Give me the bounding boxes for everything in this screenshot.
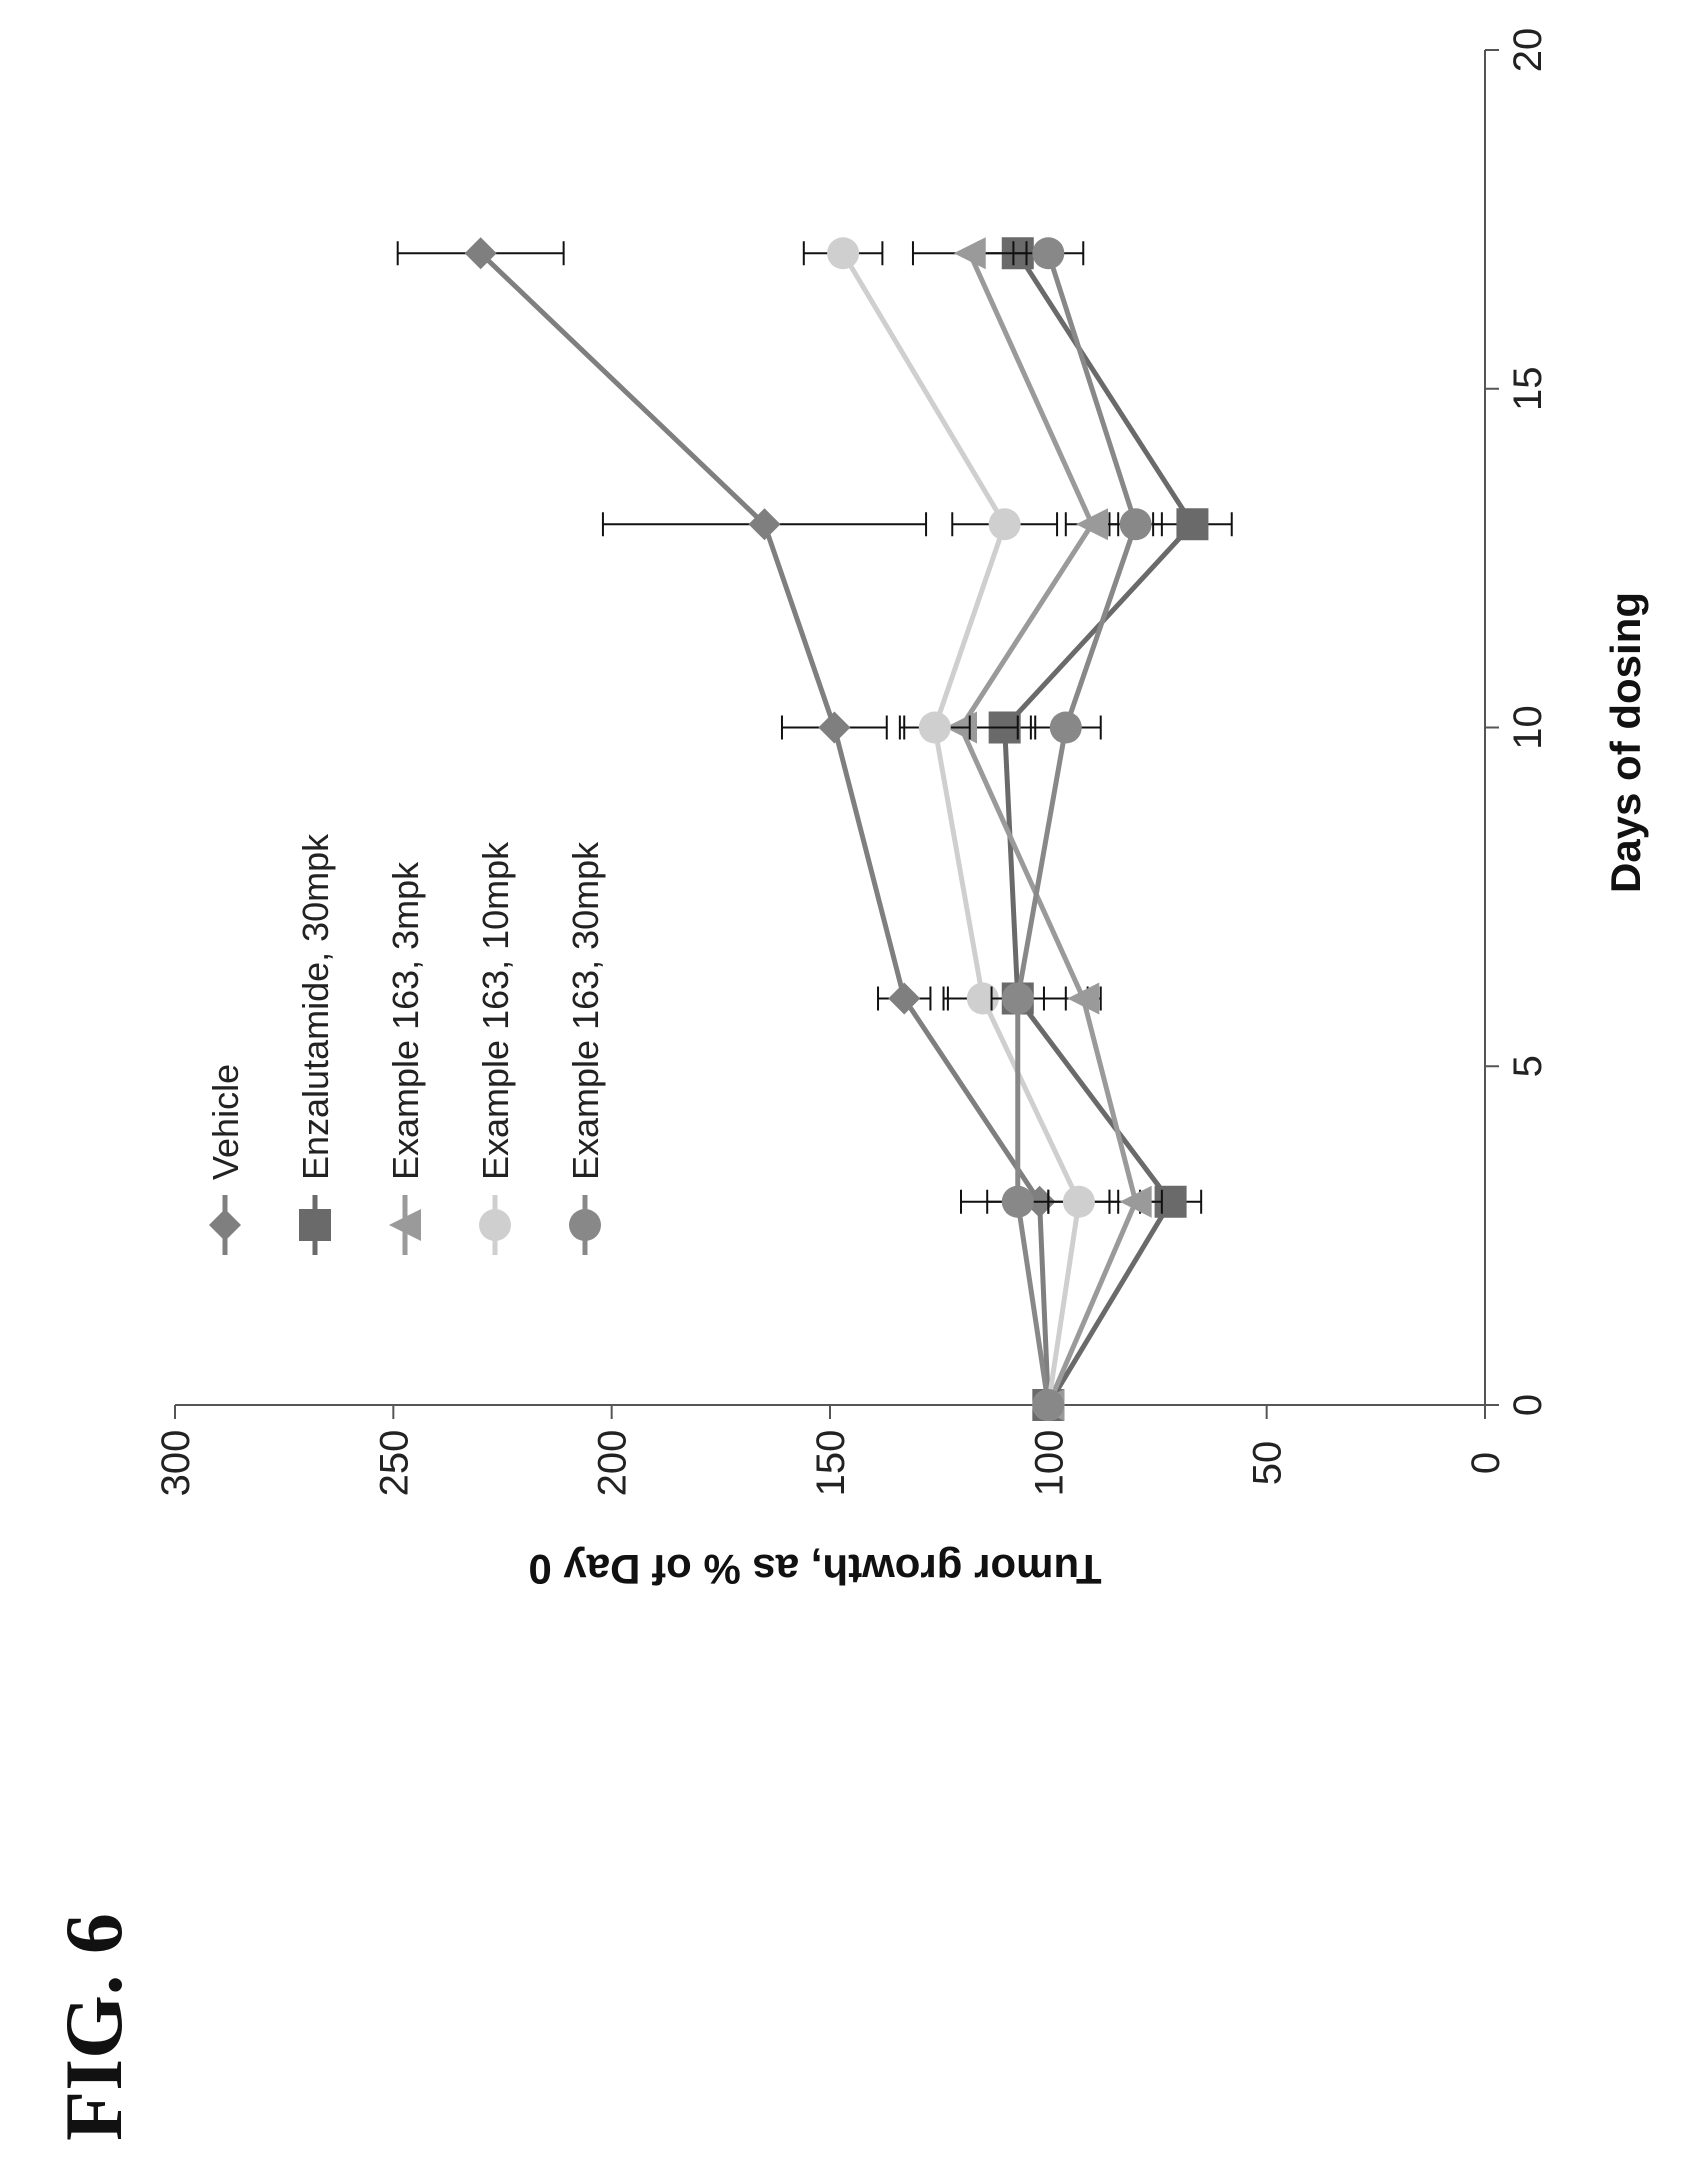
y-tick-label: 250 [372, 1430, 416, 1497]
legend-marker [299, 1209, 331, 1241]
data-point [1032, 237, 1065, 270]
data-point [1176, 508, 1209, 541]
legend-marker [209, 1209, 241, 1241]
series-line [840, 251, 1082, 1406]
data-point [1067, 982, 1100, 1015]
data-point [464, 237, 497, 270]
legend-label: Example 163, 30mpk [565, 841, 606, 1180]
y-tick-label: 0 [1464, 1452, 1508, 1474]
data-point [1119, 1185, 1152, 1218]
data-point [888, 982, 921, 1015]
data-point [953, 237, 986, 270]
legend-marker [569, 1209, 601, 1241]
x-tick-label: 20 [1506, 28, 1550, 73]
series-line [478, 251, 1051, 1406]
legend-label: Enzalutamide, 30mpk [295, 833, 336, 1180]
y-tick-label: 50 [1246, 1441, 1290, 1486]
data-point [1032, 1389, 1065, 1421]
series-line [958, 252, 1139, 1406]
y-tick-label: 200 [591, 1430, 635, 1497]
legend-label: Vehicle [205, 1064, 246, 1180]
series-line [1015, 252, 1139, 1406]
y-tick-label: 300 [154, 1430, 198, 1497]
series-line [1002, 251, 1196, 1407]
y-axis-label: Tumor growth, as % of Day 0 [528, 1546, 1101, 1593]
data-point [918, 711, 951, 744]
legend-label: Example 163, 10mpk [475, 841, 516, 1180]
x-tick-label: 15 [1506, 367, 1550, 412]
data-point [748, 508, 781, 541]
y-tick-label: 150 [809, 1430, 853, 1497]
x-tick-label: 10 [1506, 705, 1550, 750]
y-tick-label: 100 [1027, 1430, 1071, 1497]
data-point [1119, 508, 1152, 541]
data-point [1001, 1185, 1034, 1218]
figure-label: FIG. 6 [47, 1913, 139, 2141]
data-point [827, 237, 860, 270]
data-point [1076, 508, 1108, 541]
data-point [1062, 1185, 1095, 1218]
x-tick-label: 5 [1506, 1055, 1550, 1077]
legend-marker [479, 1209, 511, 1241]
x-axis-label: Days of dosing [1602, 592, 1649, 893]
legend-marker [389, 1209, 421, 1241]
legend-label: Example 163, 3mpk [385, 861, 426, 1180]
data-point [988, 508, 1021, 541]
data-point [818, 711, 851, 744]
data-point [1049, 711, 1082, 744]
x-tick-label: 0 [1506, 1394, 1550, 1416]
data-point [1001, 982, 1034, 1015]
